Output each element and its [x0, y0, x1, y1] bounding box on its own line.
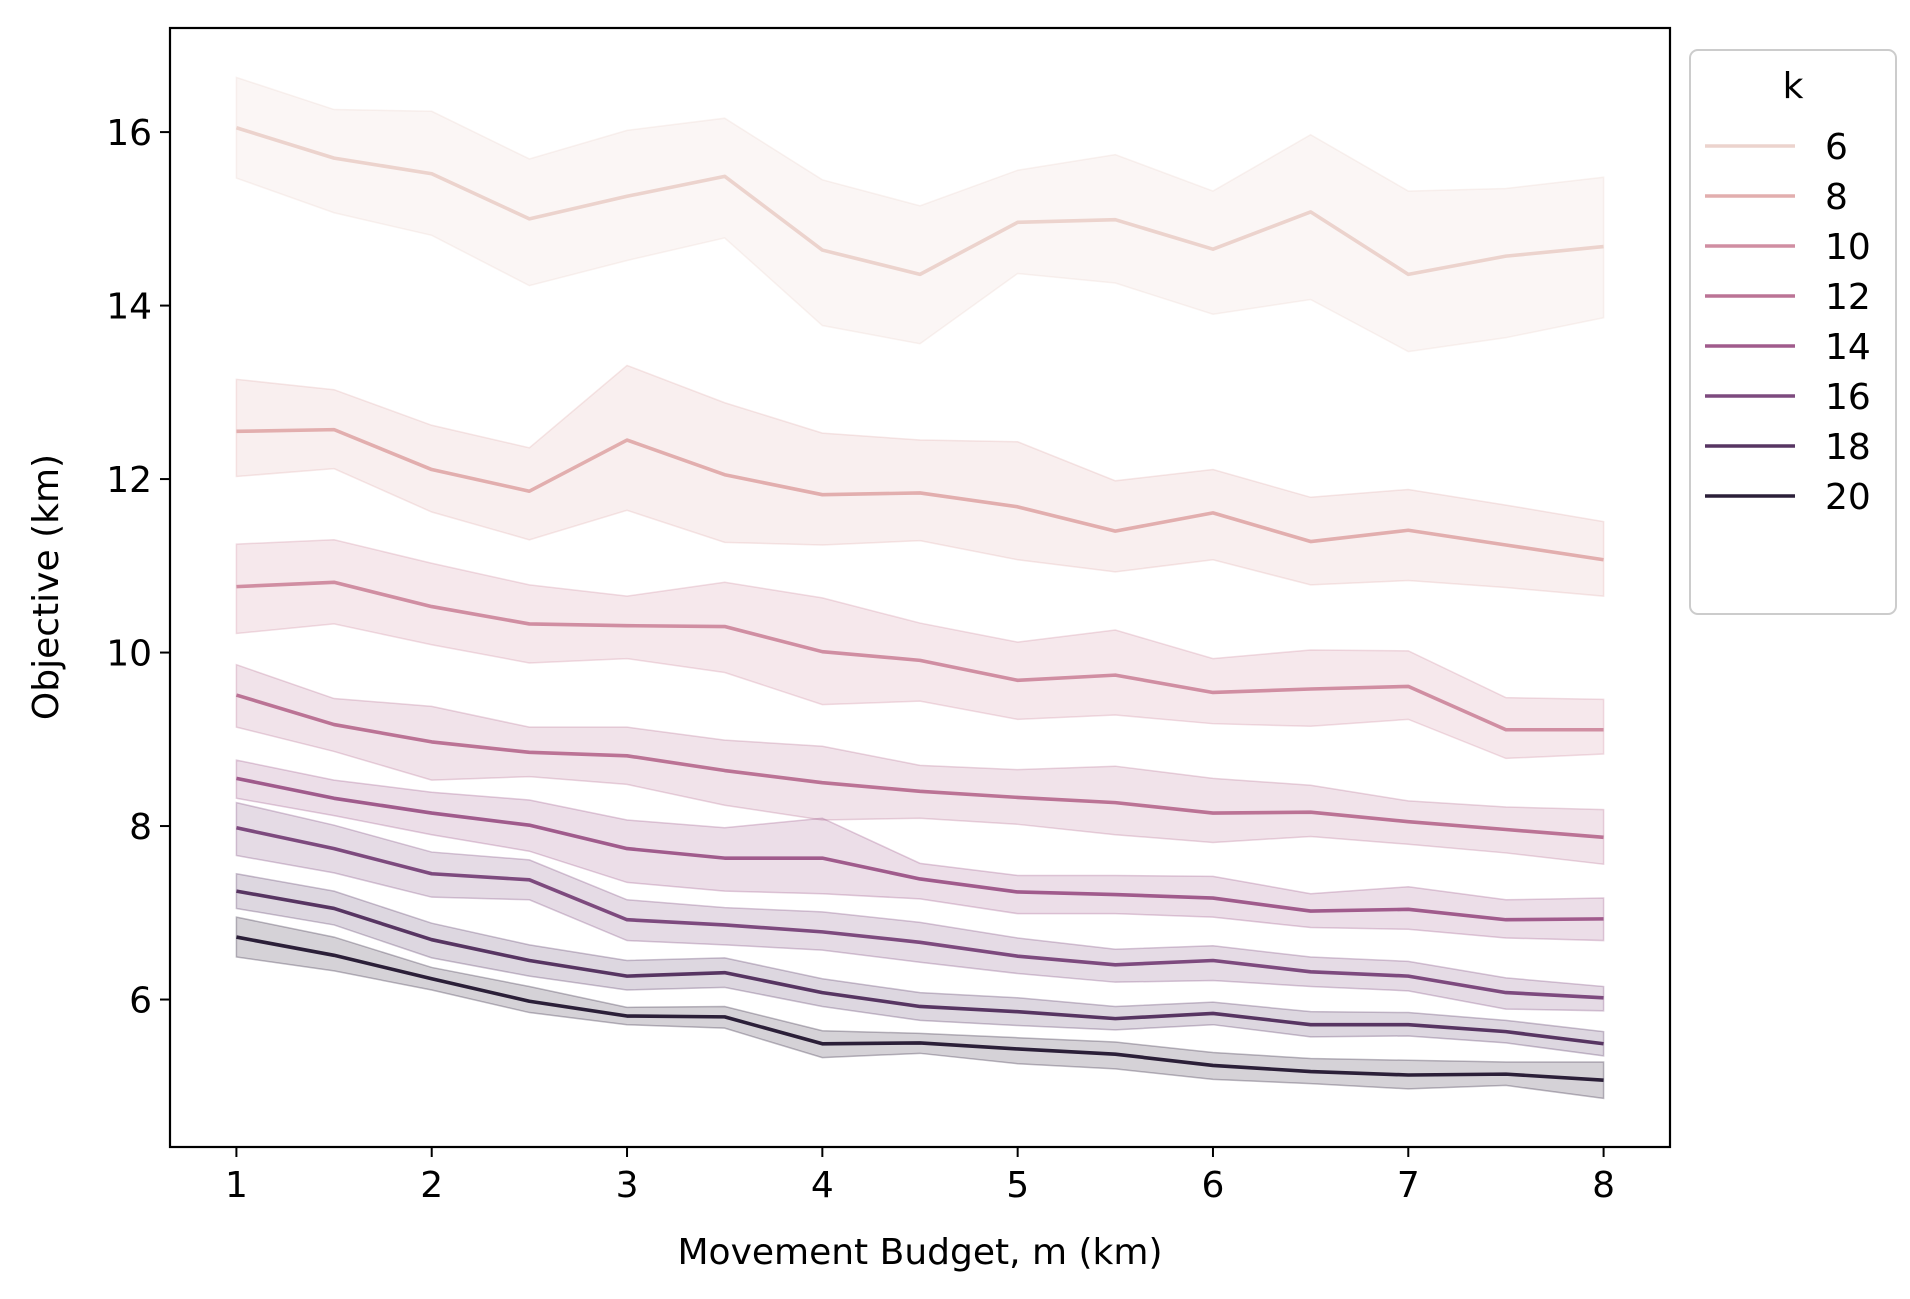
band-k-6	[235, 76, 1605, 353]
line-k-12	[235, 693, 1604, 840]
legend-label-k-18: 18	[1825, 427, 1871, 468]
x-tick-label: 2	[420, 1165, 443, 1206]
y-axis-label: Objective (km)	[26, 454, 67, 720]
band-k-8	[235, 364, 1605, 597]
y-axis-ticks: 6 8 10 12 14 16	[106, 113, 170, 1022]
band-k-20	[235, 916, 1605, 1100]
x-tick-label: 3	[616, 1165, 639, 1206]
x-tick-label: 6	[1202, 1165, 1225, 1206]
y-tick-label: 12	[106, 460, 152, 501]
line-k-16	[236, 826, 1604, 1000]
legend: k 6 8 10 12 14 16 18 20	[1689, 49, 1897, 615]
legend-title: k	[1783, 66, 1804, 107]
legend-label-k-16: 16	[1825, 377, 1871, 418]
x-axis-label: Movement Budget, m (km)	[677, 1232, 1162, 1273]
band-k-16	[235, 801, 1605, 1012]
y-tick-label: 16	[106, 113, 152, 154]
legend-label-k-12: 12	[1825, 277, 1871, 318]
plot-frame	[168, 26, 1672, 1149]
x-tick-label: 7	[1397, 1165, 1420, 1206]
band-k-14	[235, 759, 1605, 942]
line-k-18	[236, 889, 1604, 1046]
series-lines	[235, 126, 1604, 1083]
x-tick-label: 4	[811, 1165, 834, 1206]
x-tick-label: 5	[1006, 1165, 1029, 1206]
line-k-14	[236, 776, 1604, 922]
legend-label-k-10: 10	[1825, 227, 1871, 268]
band-k-10	[235, 539, 1605, 760]
legend-label-k-6: 6	[1825, 127, 1848, 168]
legend-label-k-20: 20	[1825, 477, 1871, 518]
legend-frame	[1689, 49, 1897, 615]
line-k-8	[236, 427, 1604, 562]
x-axis-ticks: 1 2 3 4 5 6 7 8	[225, 1147, 1615, 1206]
x-tick-label: 8	[1592, 1165, 1615, 1206]
y-tick-label: 14	[106, 287, 152, 328]
x-tick-label: 1	[225, 1165, 248, 1206]
legend-label-k-8: 8	[1825, 177, 1848, 218]
legend-label-k-14: 14	[1825, 327, 1871, 368]
y-tick-label: 6	[129, 981, 152, 1022]
line-k-6	[235, 126, 1604, 277]
band-k-18	[235, 872, 1605, 1057]
legend-entries: 6 8 10 12 14 16 18 20	[1705, 127, 1871, 518]
y-tick-label: 8	[129, 807, 152, 848]
line-k-20	[236, 935, 1604, 1083]
confidence-bands	[235, 76, 1605, 1100]
y-tick-label: 10	[106, 634, 152, 675]
line-k-10	[236, 580, 1604, 732]
